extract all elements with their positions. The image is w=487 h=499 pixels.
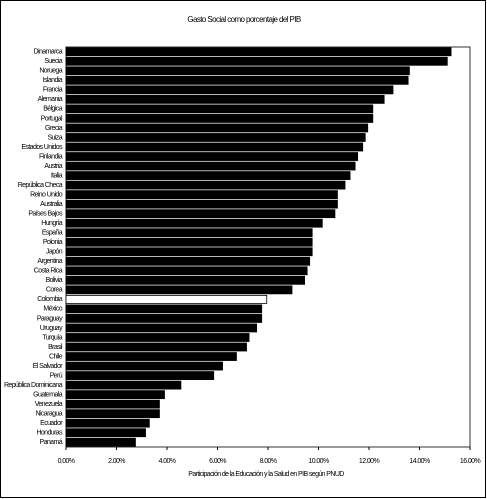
y-tick-label: Suiza: [47, 134, 62, 141]
y-tick-label: Venezuela: [35, 401, 63, 408]
x-tick-label: 14.00%: [409, 458, 430, 465]
y-tick-label: Dinamarca: [34, 49, 63, 56]
chart-title: Gasto Social como porcentaje del PIB: [187, 15, 300, 24]
bar: [65, 56, 448, 66]
bar: [65, 171, 351, 180]
bar: [65, 390, 165, 400]
x-tick-label: 16.00%: [460, 458, 481, 465]
y-tick-label: Reino Unido: [30, 191, 63, 198]
y-tick-label: Corea: [46, 287, 63, 294]
bar: [65, 399, 160, 409]
bar: [65, 352, 237, 361]
y-tick-label: El Salvador: [33, 363, 63, 370]
y-tick-label: Guatemala: [33, 391, 63, 398]
y-tick-label: Austria: [44, 163, 62, 170]
bar: [65, 361, 223, 371]
bar: [65, 190, 338, 200]
y-tick-label: Panamá: [40, 439, 63, 446]
bar: [65, 180, 346, 190]
y-tick-label: Alemania: [38, 96, 63, 103]
y-tick-label: República Dominicana: [4, 382, 63, 389]
y-tick-label: Bolivia: [46, 277, 63, 284]
y-tick-label: Uruguay: [40, 325, 63, 332]
x-tick-label: 12.00%: [359, 458, 380, 465]
bar: [65, 247, 313, 257]
y-tick-label: Islandia: [43, 77, 63, 84]
bar: [65, 142, 364, 152]
bar: [65, 409, 160, 419]
y-tick-label: Finlandia: [39, 153, 63, 160]
y-tick-label: Francia: [43, 87, 63, 94]
y-tick-label: Colombia: [37, 296, 62, 303]
bar: [65, 333, 250, 342]
bar: [65, 266, 308, 276]
bar: [65, 237, 313, 247]
x-tick-label: 2.00%: [108, 458, 125, 465]
bar: [65, 380, 182, 390]
y-tick-label: Grecia: [45, 125, 63, 132]
x-tick-label: 0.00%: [58, 458, 75, 465]
y-tick-label: Países Bajos: [28, 211, 63, 218]
y-tick-label: Hungría: [41, 220, 62, 227]
x-tick-label: 10.00%: [308, 458, 329, 465]
bar: [65, 161, 356, 171]
y-tick-label: Perú: [50, 372, 63, 379]
y-tick-label: Noruega: [39, 68, 62, 75]
bar: [65, 371, 215, 380]
bar: [65, 85, 394, 95]
bar: [65, 304, 263, 314]
bar: [65, 66, 410, 76]
bar: [65, 294, 268, 304]
bar: [65, 47, 452, 57]
y-tick-label: México: [43, 306, 62, 313]
y-tick-label: España: [42, 230, 63, 237]
y-tick-label: Suecia: [44, 58, 63, 65]
y-tick-label: Japón: [46, 249, 63, 256]
x-tick-label: 6.00%: [209, 458, 226, 465]
bar: [65, 152, 359, 161]
bar: [65, 256, 311, 266]
bar: [65, 228, 313, 238]
bar: [65, 275, 306, 285]
y-tick-label: Australia: [40, 201, 63, 208]
x-tick-label: 4.00%: [159, 458, 176, 465]
x-axis-label: Participación de la Educación y la Salud…: [188, 471, 344, 478]
y-tick-label: Portugal: [41, 115, 63, 122]
y-tick-label: Bélgica: [43, 106, 62, 113]
y-tick-label: Turquía: [42, 334, 62, 341]
y-tick-label: Italia: [51, 172, 63, 179]
bar: [65, 133, 366, 142]
y-tick-label: Estados Unidos: [21, 144, 63, 151]
bar: [65, 75, 409, 85]
bar: [65, 285, 293, 295]
bar: [65, 323, 258, 333]
bar: [65, 342, 247, 352]
y-tick-label: Chile: [49, 353, 63, 360]
bar: [65, 428, 146, 438]
bar: [65, 209, 336, 219]
bar: [65, 199, 338, 209]
y-tick-label: Argentina: [37, 258, 62, 265]
bar: [65, 218, 323, 228]
bar: [65, 114, 374, 123]
bar: [65, 418, 150, 428]
bar: [65, 104, 374, 114]
bar: [65, 94, 385, 104]
bar: [65, 437, 136, 447]
y-tick-label: Paraguay: [37, 315, 63, 322]
y-tick-label: Ecuador: [40, 420, 63, 427]
y-tick-label: Costa Rica: [34, 268, 63, 275]
y-tick-label: Nicaragua: [35, 411, 62, 418]
y-tick-label: República Checa: [18, 182, 63, 189]
x-tick-label: 8.00%: [260, 458, 277, 465]
y-tick-label: Honduras: [36, 430, 63, 437]
bar: [65, 314, 263, 323]
bar: [65, 123, 369, 133]
y-tick-label: Polonia: [43, 239, 63, 246]
y-tick-label: Brasil: [48, 344, 63, 351]
